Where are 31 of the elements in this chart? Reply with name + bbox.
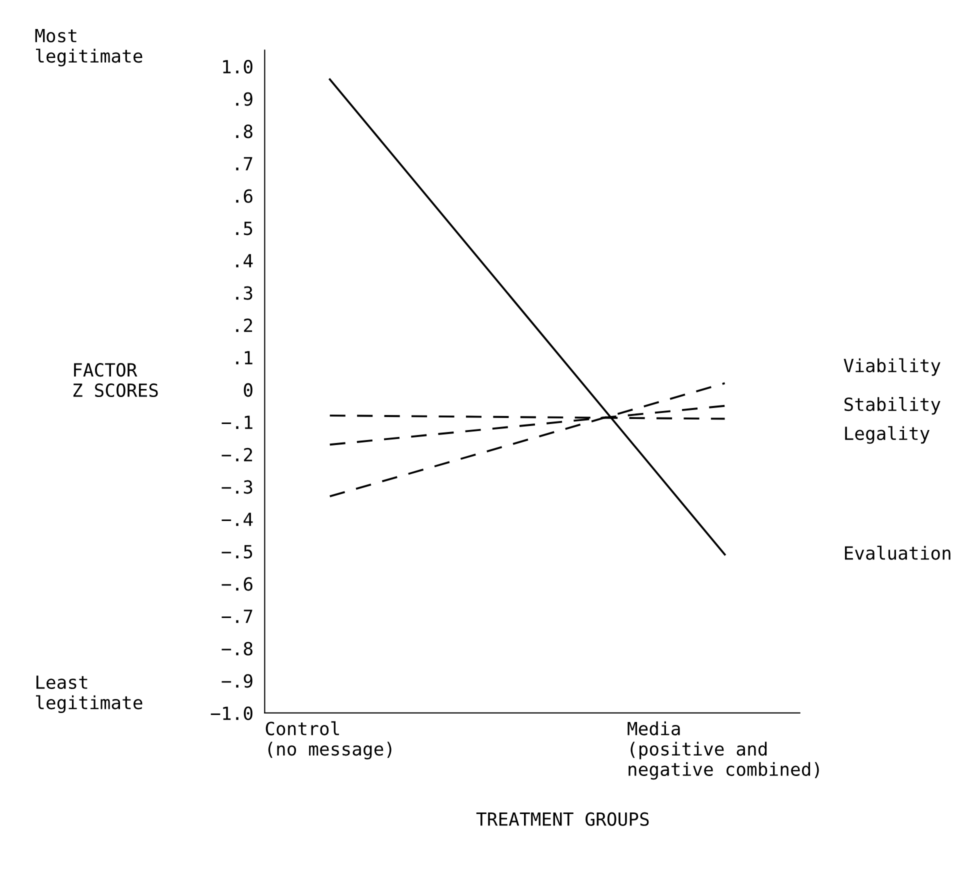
y-tick-label: .6 (236, 189, 252, 203)
text: Least legitimate (36, 676, 142, 713)
y-tick-label: .2 (236, 318, 252, 332)
text: Stability (844, 397, 940, 415)
y-tick-label: 0 (244, 383, 252, 397)
y-tick-label: .9 (236, 92, 252, 106)
y-tick-label: −.2 (222, 448, 252, 462)
text: Most legitimate (35, 29, 142, 66)
y-tick-label: −.7 (222, 610, 252, 623)
y-tick-label: .1 (236, 351, 252, 364)
y-tick-label: −.4 (222, 512, 253, 526)
text: Evaluation (844, 546, 950, 560)
y-tick-label: −.5 (222, 545, 252, 558)
text: Legality (845, 426, 930, 444)
y-tick-label: −.8 (222, 642, 252, 656)
y-tick-label: −.6 (222, 577, 252, 591)
x-tick-label: Control (no message) (266, 721, 392, 760)
y-axis-title: FACTOR Z SCORES (73, 363, 158, 398)
y-tick-label: −.9 (222, 674, 252, 688)
y-tick-label: .3 (236, 286, 252, 300)
y-tick-label: .7 (236, 157, 252, 170)
y-tick-label: 1.0 (223, 60, 252, 74)
text: Viability (844, 358, 940, 376)
x-tick-label: Media (positive and negative combined) (628, 721, 819, 780)
y-tick-label: −1.0 (210, 706, 252, 720)
y-tick-label: .5 (236, 222, 252, 236)
x-axis-title: TREATMENT GROUPS (476, 812, 649, 826)
y-tick-label: .4 (236, 254, 253, 268)
y-tick-label: −.3 (222, 480, 252, 494)
y-tick-label: .8 (236, 124, 252, 138)
y-tick-label: −.1 (222, 416, 252, 429)
